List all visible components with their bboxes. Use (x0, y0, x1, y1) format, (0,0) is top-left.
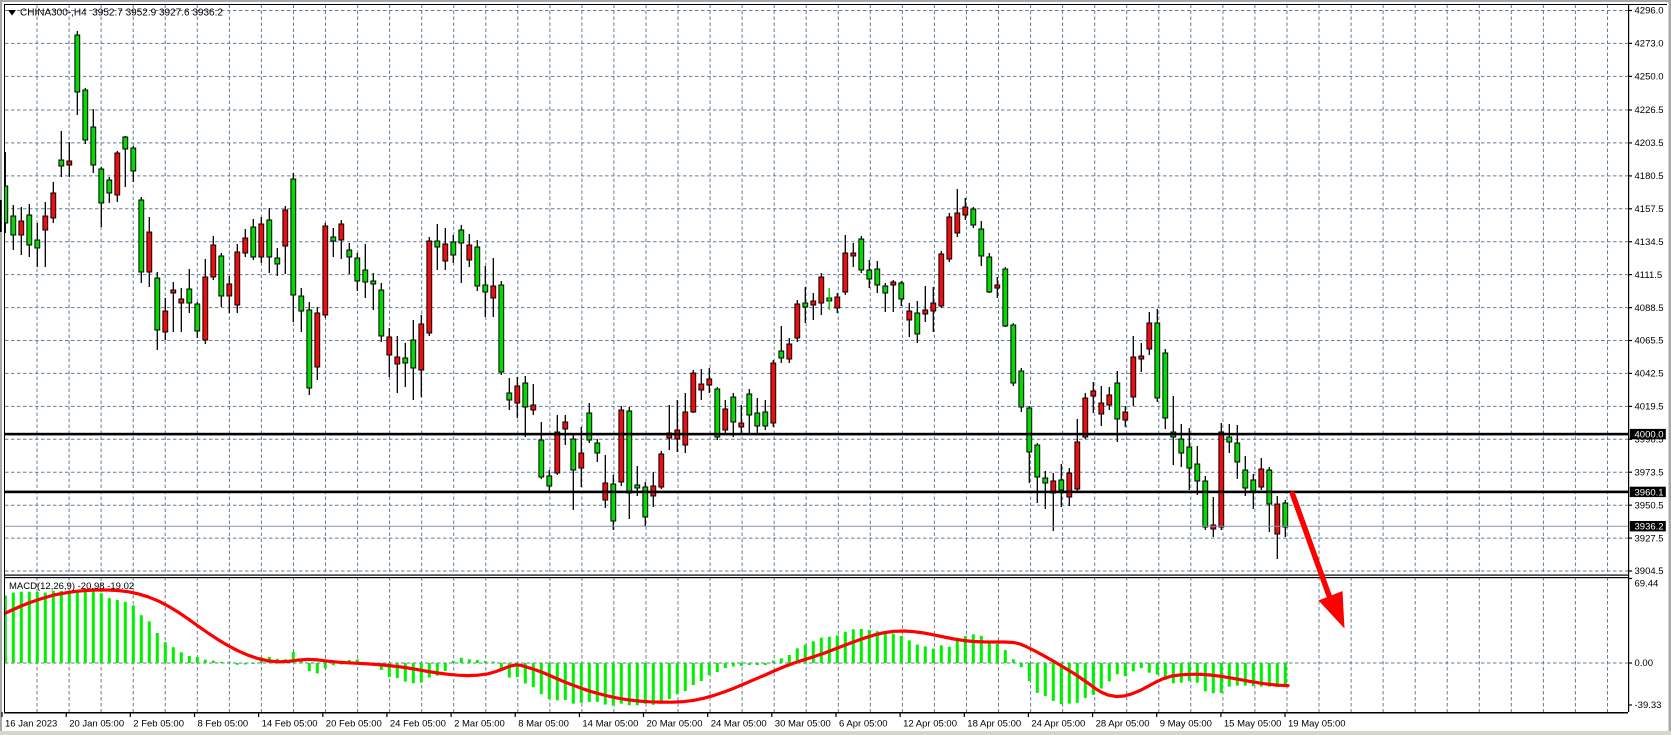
svg-text:3996.5: 3996.5 (1635, 435, 1664, 446)
svg-text:24 Mar 05:00: 24 Mar 05:00 (711, 719, 767, 730)
svg-text:MACD(12,26,9) -20.98 -19.02: MACD(12,26,9) -20.98 -19.02 (9, 581, 134, 592)
svg-text:3973.5: 3973.5 (1635, 467, 1664, 478)
svg-text:8 Mar 05:00: 8 Mar 05:00 (518, 719, 569, 730)
svg-text:20 Mar 05:00: 20 Mar 05:00 (647, 719, 703, 730)
svg-text:6 Apr 05:00: 6 Apr 05:00 (839, 719, 888, 730)
svg-text:4273.0: 4273.0 (1635, 39, 1664, 50)
svg-text:-39.33: -39.33 (1635, 700, 1662, 711)
svg-text:4250.0: 4250.0 (1635, 72, 1664, 83)
svg-text:8 Feb 05:00: 8 Feb 05:00 (198, 719, 249, 730)
svg-text:9 May 05:00: 9 May 05:00 (1160, 719, 1212, 730)
svg-text:4134.5: 4134.5 (1635, 237, 1664, 248)
svg-text:4180.5: 4180.5 (1635, 171, 1664, 182)
svg-text:4157.5: 4157.5 (1635, 204, 1664, 215)
svg-text:3927.5: 3927.5 (1635, 533, 1664, 544)
svg-text:24 Feb 05:00: 24 Feb 05:00 (390, 719, 446, 730)
svg-text:3904.5: 3904.5 (1635, 566, 1664, 577)
svg-text:24 Apr 05:00: 24 Apr 05:00 (1031, 719, 1085, 730)
svg-text:4019.5: 4019.5 (1635, 402, 1664, 413)
svg-text:14 Feb 05:00: 14 Feb 05:00 (262, 719, 318, 730)
svg-text:18 Apr 05:00: 18 Apr 05:00 (967, 719, 1021, 730)
svg-text:20 Feb 05:00: 20 Feb 05:00 (326, 719, 382, 730)
svg-text:4296.0: 4296.0 (1635, 6, 1664, 17)
svg-text:4088.5: 4088.5 (1635, 303, 1664, 314)
svg-text:2 Mar 05:00: 2 Mar 05:00 (454, 719, 505, 730)
svg-text:30 Mar 05:00: 30 Mar 05:00 (775, 719, 831, 730)
svg-text:28 Apr 05:00: 28 Apr 05:00 (1096, 719, 1150, 730)
svg-text:3950.5: 3950.5 (1635, 500, 1664, 511)
svg-text:20 Jan 05:00: 20 Jan 05:00 (69, 719, 124, 730)
svg-text:4111.5: 4111.5 (1635, 270, 1663, 281)
svg-text:3960.1: 3960.1 (1635, 487, 1664, 498)
svg-text:2 Feb 05:00: 2 Feb 05:00 (133, 719, 184, 730)
svg-text:19 May 05:00: 19 May 05:00 (1288, 719, 1346, 730)
svg-text:CHINA300-,H4 3952.7 3952.9 39: CHINA300-,H4 3952.7 3952.9 3927.6 3936.2 (20, 8, 223, 19)
svg-text:14 Mar 05:00: 14 Mar 05:00 (582, 719, 638, 730)
svg-text:4203.5: 4203.5 (1635, 138, 1664, 149)
svg-text:69.44: 69.44 (1635, 579, 1659, 590)
svg-text:16 Jan 2023: 16 Jan 2023 (5, 719, 57, 730)
svg-text:0.00: 0.00 (1635, 658, 1654, 669)
svg-text:4226.5: 4226.5 (1635, 105, 1664, 116)
svg-text:12 Apr 05:00: 12 Apr 05:00 (903, 719, 957, 730)
svg-text:4000.0: 4000.0 (1635, 430, 1664, 441)
svg-text:15 May 05:00: 15 May 05:00 (1224, 719, 1282, 730)
svg-text:3936.2: 3936.2 (1635, 522, 1664, 533)
svg-text:4065.5: 4065.5 (1635, 336, 1664, 347)
svg-text:4042.5: 4042.5 (1635, 369, 1664, 380)
